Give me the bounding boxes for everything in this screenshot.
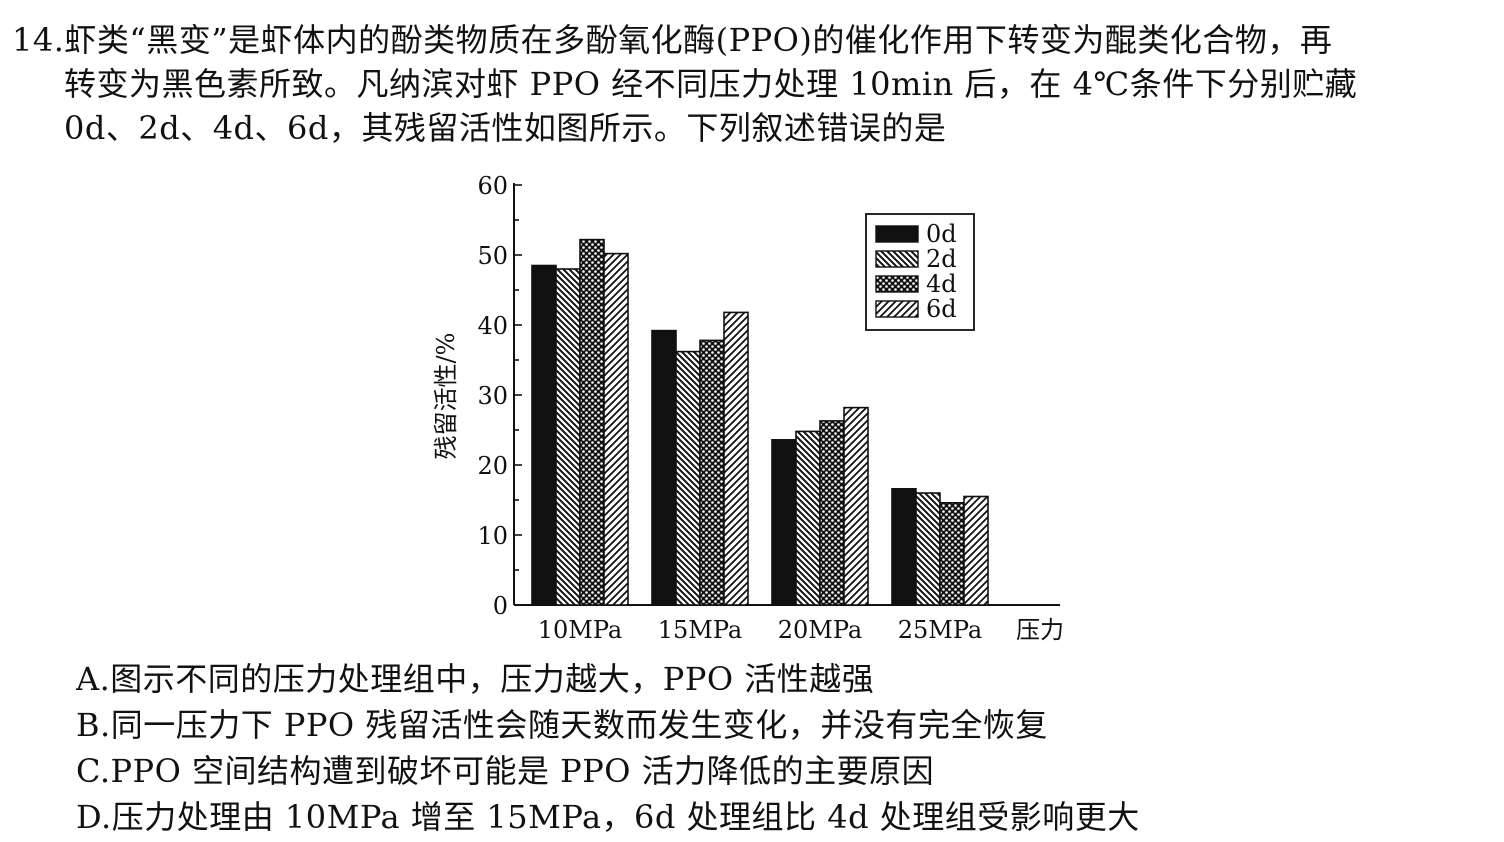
legend-swatch-2d xyxy=(875,250,919,268)
option-a[interactable]: A.图示不同的压力处理组中，压力越大，PPO 活性越强 xyxy=(76,656,1140,702)
bar-6d-25MPa xyxy=(963,495,989,606)
bar-4d-25MPa xyxy=(939,501,965,606)
stem-line-3: 0d、2d、4d、6d，其残留活性如图所示。下列叙述错误的是 xyxy=(64,109,947,147)
bar-6d-20MPa xyxy=(843,406,869,606)
legend-label-2d: 2d xyxy=(926,245,957,273)
chart-bars xyxy=(531,238,989,606)
bar-2d-20MPa xyxy=(795,430,821,606)
y-axis-label: 残留活性/% xyxy=(432,333,460,460)
bar-6d-15MPa xyxy=(723,311,749,606)
x-axis-label: 压力 xyxy=(1016,616,1064,644)
chart-svg: 0 10 20 30 40 50 60 残留活性/% 10MPa 15MPa 20MPa 25MPa 压… xyxy=(432,172,1064,644)
y-tick-label: 10 xyxy=(477,522,508,550)
chart-axes: 0 10 20 30 40 50 60 残留活性/% 10MPa 15MPa 20MPa 25MPa 压… xyxy=(432,172,1064,644)
x-tick-label: 10MPa xyxy=(538,616,623,644)
stem-text-1: 虾类“黑变”是虾体内的酚类物质在多酚氧化酶(PPO)的催化作用下转变为醌类化合物… xyxy=(64,21,1333,59)
option-c[interactable]: C.PPO 空间结构遭到破坏可能是 PPO 活力降低的主要原因 xyxy=(76,748,1140,794)
option-a-label: A. xyxy=(76,660,111,698)
bar-0d-25MPa xyxy=(891,487,917,606)
x-tick-label: 25MPa xyxy=(898,616,983,644)
option-d[interactable]: D.压力处理由 10MPa 增至 15MPa，6d 处理组比 4d 处理组受影响… xyxy=(76,794,1140,840)
y-tick-label: 60 xyxy=(477,172,508,200)
bar-2d-25MPa xyxy=(915,492,941,606)
bar-0d-10MPa xyxy=(531,264,557,606)
bar-chart: 0 10 20 30 40 50 60 残留活性/% 10MPa 15MPa 20MPa 25MPa 压… xyxy=(420,168,1100,656)
y-tick-label: 20 xyxy=(477,452,508,480)
bar-4d-10MPa xyxy=(579,238,605,606)
legend-label-4d: 4d xyxy=(926,270,957,298)
y-tick-label: 30 xyxy=(477,382,508,410)
bar-2d-10MPa xyxy=(555,268,581,606)
option-b[interactable]: B.同一压力下 PPO 残留活性会随天数而发生变化，并没有完全恢复 xyxy=(76,702,1140,748)
stem-line-2: 转变为黑色素所致。凡纳滨对虾 PPO 经不同压力处理 10min 后，在 4℃条… xyxy=(64,65,1358,103)
bar-0d-15MPa xyxy=(651,329,677,606)
legend-swatch-6d xyxy=(875,300,919,318)
answer-options: A.图示不同的压力处理组中，压力越大，PPO 活性越强 B.同一压力下 PPO … xyxy=(76,656,1140,840)
legend-swatch-0d xyxy=(875,225,919,243)
bar-2d-15MPa xyxy=(675,350,701,606)
bar-4d-15MPa xyxy=(699,339,725,606)
bar-0d-20MPa xyxy=(771,438,797,606)
legend-swatch-4d xyxy=(875,275,919,293)
y-tick-label: 40 xyxy=(477,312,508,340)
question-number: 14. xyxy=(12,21,65,59)
y-tick-label: 0 xyxy=(493,592,508,620)
option-b-text: 同一压力下 PPO 残留活性会随天数而发生变化，并没有完全恢复 xyxy=(110,706,1048,744)
option-c-label: C. xyxy=(76,752,111,790)
bar-4d-20MPa xyxy=(819,420,845,606)
option-c-text: PPO 空间结构遭到破坏可能是 PPO 活力降低的主要原因 xyxy=(110,752,935,790)
stem-line-1: 14.虾类“黑变”是虾体内的酚类物质在多酚氧化酶(PPO)的催化作用下转变为醌类… xyxy=(12,18,1492,62)
legend-label-0d: 0d xyxy=(926,220,957,248)
option-d-label: D. xyxy=(76,798,112,836)
option-d-text: 压力处理由 10MPa 增至 15MPa，6d 处理组比 4d 处理组受影响更大 xyxy=(111,798,1140,836)
x-tick-label: 15MPa xyxy=(658,616,743,644)
y-tick-label: 50 xyxy=(477,242,508,270)
bar-6d-10MPa xyxy=(603,252,629,606)
x-tick-label: 20MPa xyxy=(778,616,863,644)
option-a-text: 图示不同的压力处理组中，压力越大，PPO 活性越强 xyxy=(110,660,875,698)
option-b-label: B. xyxy=(76,706,111,744)
legend-label-6d: 6d xyxy=(926,295,957,323)
question-stem: 14.虾类“黑变”是虾体内的酚类物质在多酚氧化酶(PPO)的催化作用下转变为醌类… xyxy=(12,18,1492,150)
